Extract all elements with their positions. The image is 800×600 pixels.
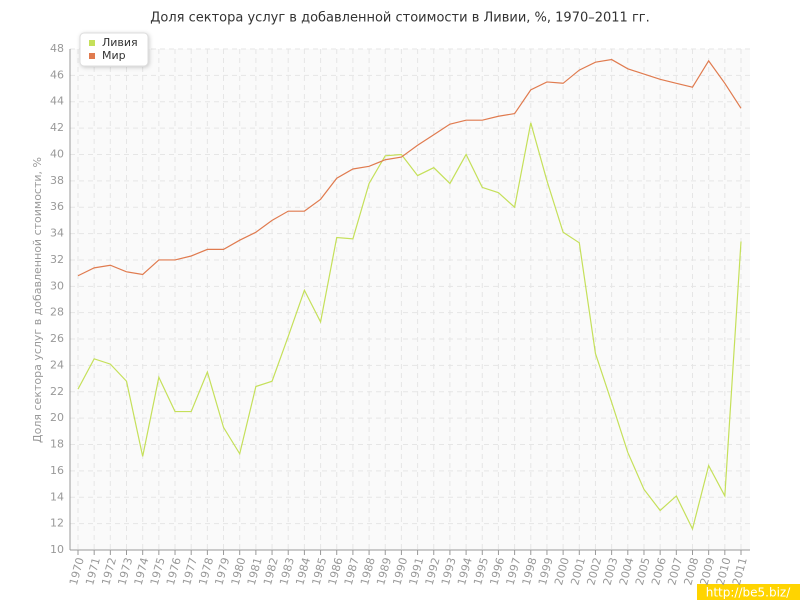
y-tick-label: 42 [50, 121, 64, 134]
y-tick-label: 32 [50, 253, 64, 266]
y-tick-label: 26 [50, 332, 64, 345]
legend-label: Ливия [102, 36, 138, 49]
y-tick-label: 20 [50, 411, 64, 424]
legend-swatch [89, 53, 95, 59]
y-tick-label: 10 [50, 543, 64, 556]
legend-label: Мир [102, 49, 126, 62]
plot-area [70, 49, 750, 550]
plot: 10 12 14 16 18 20 22 24 26 28 30 32 34 36 38 40 42 44 46 48… [50, 32, 750, 587]
y-tick-label: 40 [50, 147, 64, 160]
legend-box [79, 32, 149, 67]
chart-title: Доля сектора услуг в добавленной стоимос… [150, 11, 650, 26]
y-tick-label: 14 [50, 490, 64, 503]
legend-swatch [89, 40, 95, 46]
y-tick-label: 30 [50, 279, 64, 292]
y-tick-label: 28 [50, 306, 64, 319]
series-line [77, 122, 742, 531]
watermark-bg [697, 584, 800, 600]
y-tick-label: 18 [50, 438, 64, 451]
watermark: http://be5.biz/ [706, 586, 791, 600]
y-tick-label: 46 [50, 68, 64, 81]
y-tick-label: 44 [50, 95, 64, 108]
y-tick-label: 16 [50, 464, 64, 477]
series-line [77, 58, 742, 277]
y-tick-label: 38 [50, 174, 64, 187]
y-tick-label: 36 [50, 200, 64, 213]
y-tick-label: 12 [50, 517, 64, 530]
y-axis-label: Доля сектора услуг в добавленной стоимос… [31, 157, 44, 443]
y-tick-label: 48 [50, 42, 64, 55]
y-tick-label: 22 [50, 385, 64, 398]
y-tick-label: 24 [50, 358, 64, 371]
y-tick-label: 34 [50, 227, 64, 240]
